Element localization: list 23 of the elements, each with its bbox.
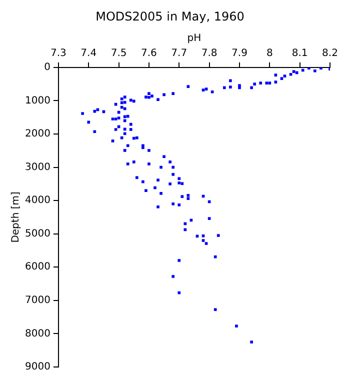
y-tick-label: 9000 bbox=[24, 362, 50, 373]
x-tick-label: 7.6 bbox=[141, 48, 157, 59]
x-tick-label: 7.9 bbox=[232, 48, 248, 59]
x-tick-label: 7.8 bbox=[201, 48, 218, 59]
y-tick-label: 3000 bbox=[24, 162, 50, 173]
y-tick-label: 4000 bbox=[24, 195, 50, 206]
x-tick-label: 7.3 bbox=[50, 48, 66, 59]
x-tick-label: 7.7 bbox=[171, 48, 188, 59]
x-tick-label: 8.1 bbox=[292, 48, 308, 59]
y-axis-title: Depth [m] bbox=[10, 192, 22, 243]
x-tick-label: 7.5 bbox=[110, 48, 127, 59]
y-tick-label: 5000 bbox=[24, 228, 50, 240]
y-tick-label: 1000 bbox=[24, 95, 50, 106]
y-tick-label: 8000 bbox=[24, 328, 50, 340]
y-tick-label: 6000 bbox=[24, 262, 50, 273]
x-tick-label: 8.2 bbox=[322, 48, 338, 59]
y-tick-label: 7000 bbox=[24, 295, 50, 306]
x-tick-label: 7.4 bbox=[80, 48, 97, 59]
y-tick-label: 0 bbox=[44, 62, 50, 73]
y-tick-label: 2000 bbox=[24, 128, 50, 140]
x-tick-label: 8 bbox=[266, 48, 273, 59]
chart-title: MODS2005 in May, 1960 bbox=[96, 9, 244, 24]
x-axis-title: pH bbox=[187, 32, 202, 44]
